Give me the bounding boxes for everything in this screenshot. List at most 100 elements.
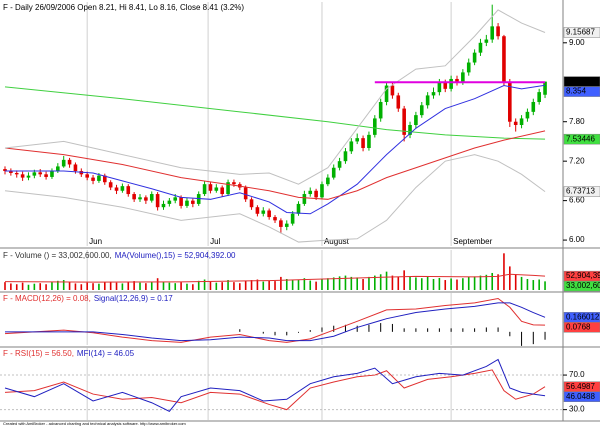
volume-bar: [291, 280, 294, 290]
volume-bar: [450, 278, 452, 290]
volume-bar: [186, 283, 188, 290]
volume-bar: [39, 283, 42, 290]
volume-bar: [309, 280, 312, 290]
title-part: F - Daily 26/09/2006 Open 8.21, Hi 8.41,…: [3, 3, 244, 12]
candle-body: [185, 200, 189, 206]
candle-body: [525, 111, 530, 119]
volume-bar: [332, 277, 335, 290]
candle-body: [85, 174, 89, 178]
candle-body: [191, 200, 195, 204]
candle-body: [226, 182, 230, 195]
volume-bar: [485, 274, 488, 290]
volume-bar: [403, 270, 405, 290]
candle-body: [20, 174, 25, 178]
candle-body: [126, 186, 131, 195]
candle-body: [419, 105, 424, 116]
volume-bar: [520, 276, 523, 290]
candle-body: [102, 175, 107, 183]
title-part: MA(Volume(),15) = 52,904,392.00: [115, 251, 236, 260]
volume-bar: [68, 282, 71, 290]
candle-body: [402, 108, 406, 135]
candle-body: [343, 151, 348, 162]
volume-bar: [426, 276, 429, 290]
volume-bar: [374, 275, 376, 290]
volume-bar: [544, 281, 546, 290]
candle-body: [26, 175, 31, 178]
candle-body: [73, 164, 78, 172]
indicator-line: [5, 84, 546, 215]
candle-body: [173, 197, 178, 201]
value-marker: [563, 186, 600, 197]
indicator-line: [4, 154, 546, 243]
volume-bar: [391, 275, 394, 290]
x-tick-label: September: [453, 237, 492, 246]
indicator-line: [4, 130, 546, 200]
candle-body: [314, 190, 318, 198]
candle-body: [279, 220, 283, 227]
volume-bar: [462, 278, 464, 290]
candle-body: [108, 182, 113, 188]
volume-bar: [538, 279, 540, 290]
candle-body: [519, 118, 524, 125]
volume-bar: [127, 282, 130, 290]
candle-body: [290, 213, 295, 224]
volume-bar: [221, 282, 223, 290]
candle-body: [232, 182, 236, 185]
candle-body: [44, 174, 48, 177]
volume-bar: [509, 266, 511, 290]
volume-bar: [27, 284, 30, 290]
candle-body: [373, 118, 377, 135]
volume-bar: [21, 282, 24, 290]
candle-body: [355, 138, 359, 142]
candle-body: [61, 159, 66, 167]
volume-bar: [86, 282, 88, 290]
candle-body: [32, 172, 37, 176]
candle-body: [220, 187, 224, 195]
volume-bar: [209, 281, 212, 290]
value-marker-label: 6.73713: [566, 187, 595, 196]
volume-bar: [514, 274, 517, 290]
candle-body: [502, 36, 506, 83]
value-marker: [563, 27, 600, 38]
value-marker-label: 0.166012: [566, 312, 600, 321]
y-tick-label: 6.00: [569, 235, 585, 244]
value-marker-label: 46.0488: [566, 392, 595, 401]
candle-body: [202, 184, 207, 195]
volume-bar: [356, 277, 358, 290]
candle-body: [308, 190, 313, 195]
candle-body: [320, 184, 324, 198]
volume-bar: [121, 283, 124, 290]
candle-body: [478, 42, 483, 53]
value-marker: [563, 86, 600, 97]
volume-bar: [456, 279, 458, 290]
volume-bar: [45, 284, 47, 290]
volume-bar: [15, 284, 18, 290]
volume-bar: [168, 282, 171, 290]
candle-body: [431, 92, 436, 96]
volume-bar: [327, 278, 329, 290]
candle-body: [91, 177, 95, 181]
candle-body: [531, 101, 536, 112]
candle-body: [179, 197, 183, 206]
volume-bar: [80, 284, 83, 290]
candle-body: [97, 175, 101, 181]
candle-body: [273, 217, 277, 221]
volume-bar: [233, 282, 235, 290]
candle-body: [267, 210, 271, 218]
indicator-line: [4, 369, 546, 411]
candle-body: [326, 177, 330, 185]
volume-bar: [203, 279, 206, 290]
volume-bar: [92, 283, 94, 290]
volume-bar: [362, 278, 364, 290]
indicator-line: [4, 358, 546, 412]
candle-body: [367, 134, 371, 149]
volume-bar: [379, 274, 382, 290]
volume-bar: [244, 280, 247, 290]
candle-body: [484, 39, 489, 43]
panel-title: F - RSI(15) = 56.50, MFI(14) = 46.05: [3, 349, 135, 358]
volume-bar: [256, 279, 259, 290]
volume-bar: [503, 253, 505, 290]
candle-body: [537, 92, 541, 102]
volume-bar: [4, 282, 6, 290]
